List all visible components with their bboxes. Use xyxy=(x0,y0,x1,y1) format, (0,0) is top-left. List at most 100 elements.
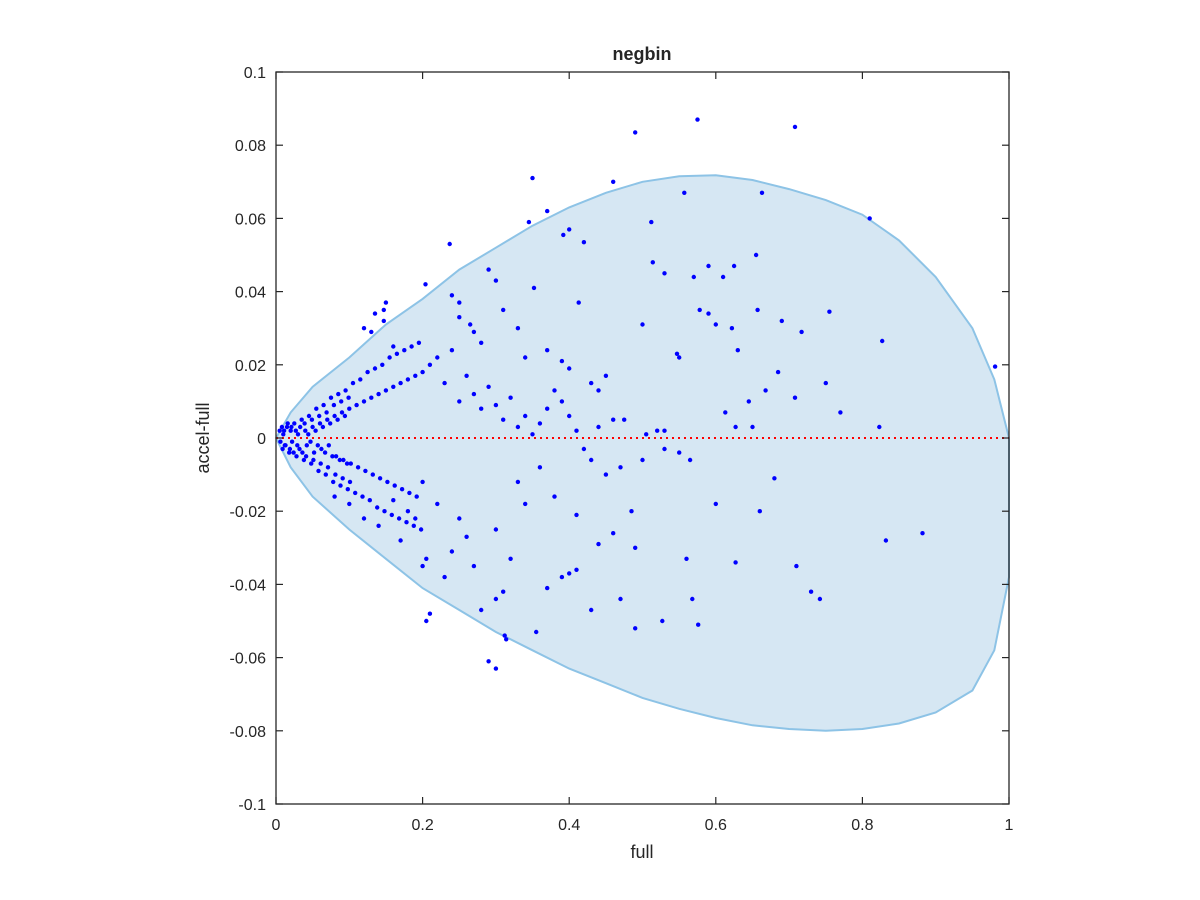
data-point xyxy=(523,355,528,360)
data-point xyxy=(427,362,433,367)
data-point xyxy=(493,278,499,283)
data-point xyxy=(792,395,798,400)
data-point xyxy=(545,208,550,214)
data-point xyxy=(302,421,307,426)
data-point xyxy=(399,487,405,492)
data-point xyxy=(381,307,386,313)
data-point xyxy=(530,175,535,181)
data-point xyxy=(603,373,609,378)
data-point xyxy=(391,344,396,349)
data-point xyxy=(567,571,572,576)
data-point xyxy=(755,307,760,313)
data-point xyxy=(596,541,601,547)
data-point xyxy=(338,483,343,488)
data-point xyxy=(376,523,381,528)
data-point xyxy=(534,629,539,635)
data-point xyxy=(733,560,738,565)
data-point xyxy=(537,465,543,470)
data-point xyxy=(561,232,566,238)
data-point xyxy=(314,406,319,411)
data-point xyxy=(880,338,885,344)
data-point xyxy=(291,450,296,455)
data-point xyxy=(502,633,507,638)
y-tick-label: -0.08 xyxy=(230,724,267,741)
data-point xyxy=(289,439,295,444)
data-point xyxy=(347,479,353,485)
y-tick-label: 0.02 xyxy=(235,358,266,375)
data-point xyxy=(294,454,299,459)
y-tick-label: 0.1 xyxy=(244,65,266,82)
data-point xyxy=(383,300,389,305)
axes: 0 0.2 0.4 0.6 0.8 1 0.1 0.08 0.06 0.04 0.02 0 -0.02 -… xyxy=(230,65,1014,834)
data-point xyxy=(545,585,550,591)
data-point xyxy=(292,421,297,426)
data-point xyxy=(442,574,447,580)
data-point xyxy=(633,626,638,631)
data-point xyxy=(365,369,370,375)
data-point xyxy=(471,391,477,397)
data-point xyxy=(333,472,338,477)
data-point xyxy=(660,618,665,624)
data-point xyxy=(501,307,506,313)
y-tick-label: 0.08 xyxy=(235,138,266,155)
data-point xyxy=(278,439,283,444)
data-point xyxy=(618,596,623,602)
data-point xyxy=(479,340,484,345)
data-point xyxy=(471,563,477,569)
data-point xyxy=(677,450,682,455)
confidence-region xyxy=(274,174,1010,732)
data-point xyxy=(877,424,882,430)
data-point xyxy=(361,326,367,331)
data-point xyxy=(468,322,473,327)
data-point xyxy=(281,428,287,433)
data-point xyxy=(501,589,506,594)
data-point xyxy=(317,421,323,426)
data-point xyxy=(323,472,328,477)
data-point xyxy=(662,446,667,452)
data-point xyxy=(493,666,499,671)
data-point xyxy=(306,432,311,437)
data-point xyxy=(486,659,491,664)
data-point xyxy=(567,366,572,371)
data-point xyxy=(300,450,305,455)
data-point xyxy=(284,424,290,430)
data-point xyxy=(746,399,751,404)
data-point xyxy=(508,556,513,561)
data-point xyxy=(574,512,579,518)
data-point xyxy=(420,563,425,569)
data-point xyxy=(674,351,680,356)
data-point xyxy=(589,607,594,613)
data-point xyxy=(320,424,326,430)
chart-title: negbin xyxy=(613,44,672,64)
data-point xyxy=(347,406,352,411)
y-axis-label: accel-full xyxy=(193,402,213,473)
data-point xyxy=(596,424,601,430)
data-point xyxy=(677,355,682,360)
data-point xyxy=(750,424,755,430)
x-tick-label: 0 xyxy=(272,817,281,834)
data-point xyxy=(424,556,429,561)
data-point xyxy=(355,465,361,470)
data-point xyxy=(531,285,537,291)
data-point xyxy=(287,446,293,452)
data-point xyxy=(420,369,425,375)
data-point xyxy=(706,311,711,316)
data-point xyxy=(757,509,762,514)
data-point xyxy=(633,130,638,135)
data-point xyxy=(413,516,418,521)
data-point xyxy=(303,454,309,459)
data-point xyxy=(382,509,387,514)
data-point xyxy=(697,307,702,313)
data-point xyxy=(567,413,572,419)
data-point xyxy=(695,117,700,122)
data-point xyxy=(735,348,740,353)
data-point xyxy=(389,512,394,518)
data-point xyxy=(347,501,352,507)
data-point xyxy=(731,263,737,269)
data-point xyxy=(523,413,528,419)
y-tick-label: -0.02 xyxy=(230,504,267,521)
data-point xyxy=(508,395,513,400)
data-point xyxy=(311,457,316,463)
data-point xyxy=(343,388,348,393)
data-point xyxy=(649,219,654,225)
